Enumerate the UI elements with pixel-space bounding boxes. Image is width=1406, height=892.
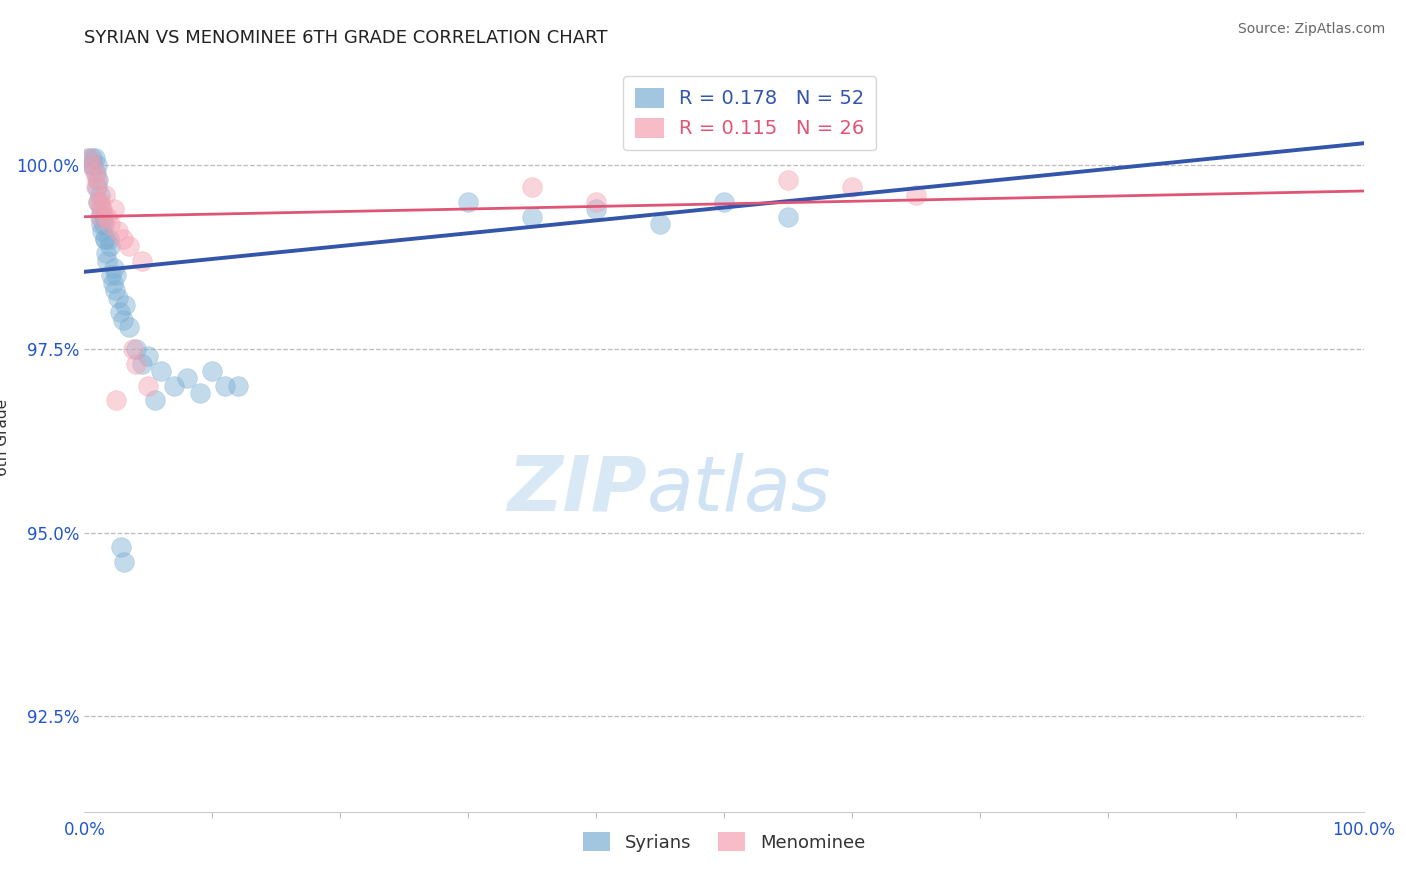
Point [778,173,800,187]
Text: atlas: atlas [647,452,832,526]
Point [86,180,108,194]
Point [585,194,607,209]
Point [84,166,107,180]
Point [104,283,127,297]
Point [713,194,735,209]
Point [122,342,145,356]
Point [83,151,105,165]
Point [131,253,153,268]
Point [111,232,134,246]
Point [112,555,135,569]
Point [90,217,112,231]
Point [86,158,108,172]
Point [108,305,131,319]
Point [103,261,125,276]
Point [87,173,110,187]
Point [522,210,544,224]
Point [585,202,607,217]
Point [103,202,125,217]
Point [107,291,129,305]
Point [89,194,111,209]
Point [131,357,153,371]
Point [94,246,117,260]
Point [89,187,111,202]
Point [82,158,104,172]
Point [94,187,117,202]
Point [101,276,124,290]
Point [188,386,211,401]
Point [93,217,115,231]
Point [201,364,224,378]
Point [138,378,160,392]
Point [98,239,121,253]
Point [176,371,198,385]
Legend: Syrians, Menominee: Syrians, Menominee [576,825,872,859]
Point [905,187,928,202]
Point [105,393,128,408]
Point [226,378,249,392]
Point [118,239,141,253]
Point [94,232,117,246]
Point [150,364,173,378]
Point [97,232,120,246]
Point [114,298,136,312]
Point [91,202,114,217]
Point [89,210,111,224]
Point [80,151,103,165]
Point [86,173,108,187]
Point [84,180,107,194]
Point [90,202,112,217]
Point [93,210,115,224]
Point [94,232,117,246]
Point [105,268,128,283]
Point [111,312,134,326]
Point [87,194,110,209]
Point [214,378,236,392]
Point [778,210,800,224]
Point [138,349,160,363]
Point [77,151,100,165]
Text: ZIP: ZIP [508,452,647,526]
Point [124,357,146,371]
Point [841,180,863,194]
Point [83,166,105,180]
Text: SYRIAN VS MENOMINEE 6TH GRADE CORRELATION CHART: SYRIAN VS MENOMINEE 6TH GRADE CORRELATIO… [84,29,607,47]
Point [163,378,186,392]
Point [650,217,672,231]
Point [457,194,479,209]
Point [124,342,146,356]
Point [98,217,121,231]
Point [90,210,112,224]
Point [100,268,122,283]
Point [118,319,141,334]
Point [96,210,118,224]
Text: Source: ZipAtlas.com: Source: ZipAtlas.com [1237,22,1385,37]
Point [79,151,101,165]
Point [143,393,166,408]
Point [522,180,544,194]
Point [107,224,129,238]
Point [87,194,110,209]
Point [80,158,103,172]
Point [91,224,114,238]
Y-axis label: 6th Grade: 6th Grade [0,399,10,475]
Point [96,253,118,268]
Point [80,158,103,172]
Point [110,541,132,555]
